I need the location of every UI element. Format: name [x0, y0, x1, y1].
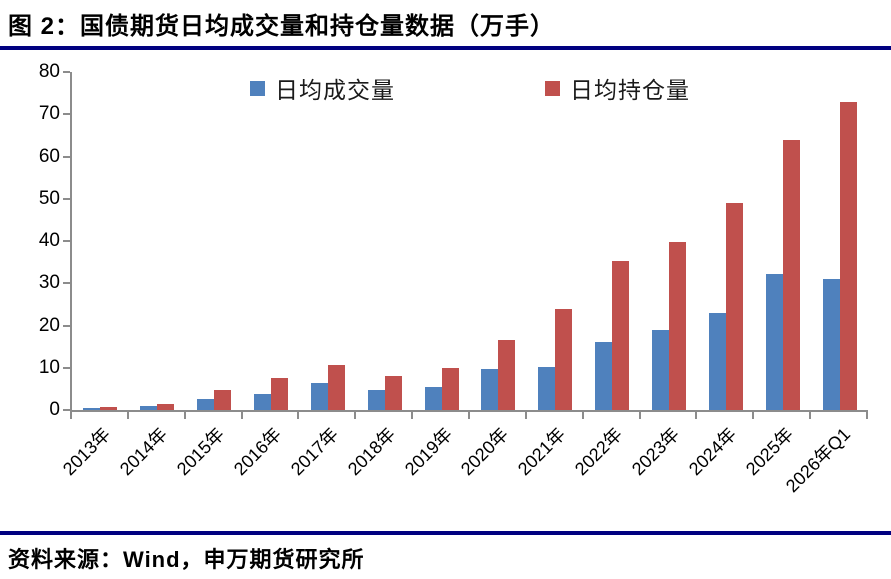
title-divider: [0, 46, 891, 50]
bar-volume-2024年: [708, 312, 726, 410]
figure-title: 图 2：国债期货日均成交量和持仓量数据（万手）: [8, 13, 556, 40]
x-axis-tick: [297, 412, 300, 419]
bar-volume-2019年: [424, 386, 442, 410]
x-axis-tick: [354, 412, 357, 419]
bar-volume-2020年: [481, 368, 499, 410]
bar-open-interest-2018年: [384, 376, 402, 410]
bar-volume-2023年: [652, 329, 669, 410]
y-axis-label: 0: [49, 399, 60, 420]
y-axis-line: [70, 72, 72, 412]
y-axis-label: 70: [38, 103, 60, 125]
bar-volume-2018年: [367, 389, 385, 410]
bar-open-interest-2014年: [157, 404, 175, 410]
bar-open-interest-2020年: [498, 340, 516, 410]
legend-swatch-open-interest-icon: [545, 80, 560, 96]
y-axis-label: 20: [38, 314, 60, 336]
bar-open-interest-2019年: [441, 367, 459, 410]
x-axis-tick: [240, 412, 243, 419]
bar-open-interest-2015年: [214, 389, 232, 410]
bar-volume-2017年: [310, 383, 328, 410]
legend-swatch-volume-icon: [250, 80, 265, 96]
bar-open-interest-2024年: [725, 202, 743, 410]
x-axis-tick: [524, 412, 527, 419]
bar-open-interest-2017年: [327, 365, 345, 410]
bar-volume-2026年Q1: [822, 279, 840, 410]
bar-open-interest-2016年: [271, 378, 288, 410]
bar-volume-2016年: [254, 393, 271, 410]
y-axis-tick: [63, 366, 70, 369]
legend-label-open-interest: 日均持仓量: [570, 77, 690, 103]
y-axis-tick: [63, 409, 70, 411]
x-axis-tick: [809, 412, 812, 419]
bar-volume-2013年: [83, 407, 101, 410]
bar-volume-2025年: [765, 273, 783, 410]
x-axis-tick: [183, 412, 186, 419]
footer-divider: [0, 531, 891, 535]
bar-volume-2022年: [595, 341, 613, 410]
y-axis-label: 60: [38, 145, 60, 167]
bar-open-interest-2026年Q1: [839, 102, 857, 410]
x-axis-tick: [581, 412, 584, 419]
y-axis-tick: [63, 113, 70, 116]
legend-item-open-interest: 日均持仓量: [545, 71, 690, 105]
x-axis-tick: [638, 412, 641, 419]
x-axis-line: [70, 410, 868, 412]
y-axis-tick: [63, 155, 70, 158]
y-axis-label: 80: [38, 61, 60, 82]
y-axis-label: 30: [38, 272, 60, 294]
bar-open-interest-2025年: [782, 140, 800, 410]
y-axis-tick: [63, 71, 70, 73]
bar-volume-2015年: [197, 398, 215, 410]
bar-open-interest-2022年: [612, 260, 630, 410]
bar-open-interest-2021年: [555, 308, 573, 410]
bar-open-interest-2023年: [669, 241, 686, 410]
bar-chart: 日均成交量 日均持仓量 0 10 20 30 40 50 60 70 80 2013年 2014年 2…: [0, 56, 891, 526]
legend-item-volume: 日均成交量: [250, 71, 395, 105]
y-axis-tick: [63, 197, 70, 200]
x-axis-tick: [411, 412, 414, 419]
y-axis-label: 40: [38, 230, 60, 251]
legend-label-volume: 日均成交量: [275, 77, 395, 103]
y-axis-label: 50: [38, 187, 60, 209]
x-axis-tick: [695, 412, 698, 419]
y-axis-tick: [63, 324, 70, 327]
source-note: 资料来源：Wind，申万期货研究所: [8, 547, 365, 572]
x-axis-tick: [866, 412, 868, 419]
x-axis-tick: [70, 412, 72, 419]
bar-volume-2021年: [538, 366, 556, 410]
bar-open-interest-2013年: [100, 407, 118, 410]
x-axis-tick: [468, 412, 470, 419]
y-axis-tick: [63, 282, 70, 285]
y-axis-tick: [63, 240, 70, 242]
x-axis-tick: [752, 412, 755, 419]
chart-legend: 日均成交量 日均持仓量: [72, 71, 868, 105]
x-axis-tick: [126, 412, 129, 419]
y-axis-label: 10: [38, 356, 60, 378]
bar-volume-2014年: [140, 406, 158, 410]
